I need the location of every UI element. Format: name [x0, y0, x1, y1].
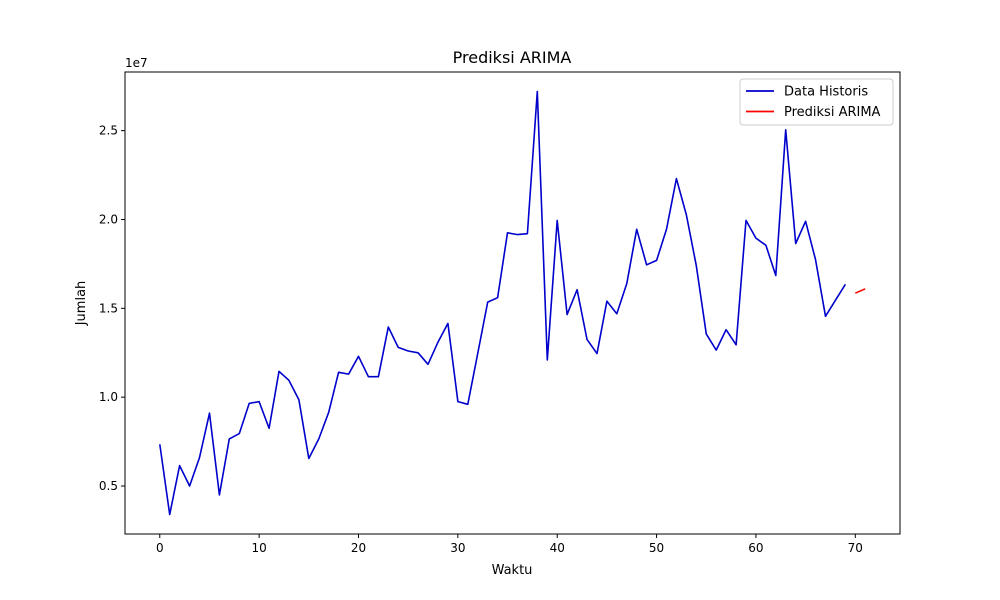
legend-label: Prediksi ARIMA [784, 105, 881, 120]
y-tick-label: 1.5 [99, 301, 118, 315]
x-tick-label: 30 [450, 541, 465, 555]
x-tick-label: 70 [848, 541, 863, 555]
y-axis-label: Jumlah [74, 281, 89, 327]
series-line-data-historis [159, 90, 847, 516]
legend-label: Data Historis [784, 85, 868, 100]
y-tick-label: 1.0 [99, 390, 118, 404]
x-tick-label: 50 [649, 541, 664, 555]
x-tick-label: 20 [351, 541, 366, 555]
y-tick-label: 2.0 [99, 212, 118, 226]
series-layer [159, 90, 866, 516]
x-axis-label: Waktu [492, 563, 533, 578]
y-axis: 0.5 1.0 1.5 2.0 2.5 [99, 124, 125, 493]
x-tick-label: 40 [550, 541, 565, 555]
y-tick-label: 0.5 [99, 479, 118, 493]
chart-title: Prediksi ARIMA [453, 48, 572, 67]
x-axis: 0 10 20 30 40 50 60 70 [156, 534, 863, 555]
legend-box [739, 78, 894, 126]
plot-area [124, 71, 901, 535]
plot-frame [124, 71, 901, 535]
y-offset-text: 1e7 [125, 56, 148, 70]
y-tick-label: 2.5 [99, 124, 118, 138]
legend: Data Historis Prediksi ARIMA [739, 78, 894, 126]
series-line-prediksi-arima [854, 288, 866, 294]
x-tick-label: 0 [156, 541, 164, 555]
x-tick-label: 10 [251, 541, 266, 555]
x-tick-label: 60 [748, 541, 763, 555]
